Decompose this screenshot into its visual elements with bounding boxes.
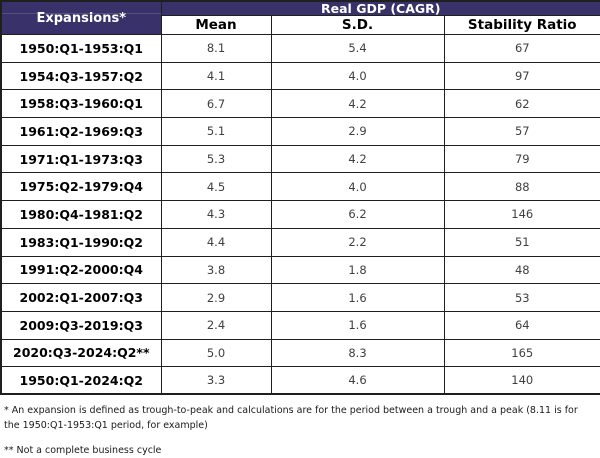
group-header-real-gdp-cagr: Real GDP (CAGR)	[160, 0, 600, 16]
sd-value: 4.2	[270, 144, 445, 174]
table-row: 1971:Q1-1973:Q3 5.3 4.2 79	[0, 144, 600, 174]
expansion-period: 1950:Q1-1953:Q1	[0, 34, 162, 63]
expansion-period: 1983:Q1-1990:Q2	[0, 227, 162, 257]
mean-value: 5.0	[160, 338, 272, 368]
sd-value: 2.9	[270, 117, 445, 146]
stability-ratio-value: 51	[443, 227, 600, 257]
expansion-period: 1961:Q2-1969:Q3	[0, 117, 162, 146]
table-row: 2020:Q3-2024:Q2** 5.0 8.3 165	[0, 338, 600, 368]
sd-value: 4.0	[270, 61, 445, 91]
mean-value: 4.1	[160, 61, 272, 91]
sd-value: 4.2	[270, 89, 445, 119]
column-header-mean: Mean	[160, 15, 272, 35]
mean-value: 2.9	[160, 283, 272, 312]
mean-value: 5.1	[160, 117, 272, 146]
stability-ratio-value: 146	[443, 200, 600, 229]
table-row: 1954:Q3-1957:Q2 4.1 4.0 97	[0, 61, 600, 91]
corner-header-expansions: Expansions*	[0, 0, 162, 35]
mean-value: 5.3	[160, 144, 272, 174]
expansion-period: 1975:Q2-1979:Q4	[0, 172, 162, 202]
stability-ratio-value: 140	[443, 366, 600, 395]
mean-value: 8.1	[160, 34, 272, 63]
sd-value: 6.2	[270, 200, 445, 229]
table-row: 1991:Q2-2000:Q4 3.8 1.8 48	[0, 255, 600, 285]
sd-value: 2.2	[270, 227, 445, 257]
footnote-expansion-definition: * An expansion is defined as trough-to-p…	[4, 405, 578, 431]
sd-value: 1.6	[270, 310, 445, 340]
expansion-period: 1958:Q3-1960:Q1	[0, 89, 162, 119]
sd-value: 1.6	[270, 283, 445, 312]
mean-value: 4.4	[160, 227, 272, 257]
stability-ratio-value: 79	[443, 144, 600, 174]
stability-ratio-value: 62	[443, 89, 600, 119]
stability-ratio-value: 67	[443, 34, 600, 63]
expansion-period: 1971:Q1-1973:Q3	[0, 144, 162, 174]
table-row: 1950:Q1-1953:Q1 8.1 5.4 67	[0, 34, 600, 63]
mean-value: 3.3	[160, 366, 272, 395]
footnotes: * An expansion is defined as trough-to-p…	[0, 395, 596, 458]
table-row: 2002:Q1-2007:Q3 2.9 1.6 53	[0, 283, 600, 312]
stability-ratio-value: 88	[443, 172, 600, 202]
column-header-sd: S.D.	[270, 15, 445, 35]
expansion-period: 2020:Q3-2024:Q2**	[0, 338, 162, 368]
table-row: 1980:Q4-1981:Q2 4.3 6.2 146	[0, 200, 600, 229]
table-header: Expansions* Real GDP (CAGR) Mean S.D. St…	[0, 0, 600, 35]
stability-ratio-value: 57	[443, 117, 600, 146]
table-row: 1950:Q1-2024:Q2 3.3 4.6 140	[0, 366, 600, 395]
table-row: 1983:Q1-1990:Q2 4.4 2.2 51	[0, 227, 600, 257]
mean-value: 6.7	[160, 89, 272, 119]
sd-value: 5.4	[270, 34, 445, 63]
expansion-period: 2002:Q1-2007:Q3	[0, 283, 162, 312]
column-header-stability-ratio: Stability Ratio	[443, 15, 600, 35]
stability-ratio-value: 97	[443, 61, 600, 91]
mean-value: 2.4	[160, 310, 272, 340]
column-header-row: Mean S.D. Stability Ratio	[1, 15, 600, 35]
expansion-period: 1980:Q4-1981:Q2	[0, 200, 162, 229]
table-row: 2009:Q3-2019:Q3 2.4 1.6 64	[0, 310, 600, 340]
sd-value: 1.8	[270, 255, 445, 285]
mean-value: 4.3	[160, 200, 272, 229]
expansions-gdp-table: Expansions* Real GDP (CAGR) Mean S.D. St…	[0, 0, 600, 396]
table-row: 1958:Q3-1960:Q1 6.7 4.2 62	[0, 89, 600, 119]
mean-value: 4.5	[160, 172, 272, 202]
table-body: 1950:Q1-1953:Q1 8.1 5.4 67 1954:Q3-1957:…	[0, 34, 600, 395]
footnote-incomplete-cycle: ** Not a complete business cycle	[4, 444, 162, 456]
expansion-period: 1950:Q1-2024:Q2	[0, 366, 162, 395]
stability-ratio-value: 165	[443, 338, 600, 368]
expansion-period: 2009:Q3-2019:Q3	[0, 310, 162, 340]
expansion-period: 1991:Q2-2000:Q4	[0, 255, 162, 285]
group-header-row: Expansions* Real GDP (CAGR)	[0, 0, 600, 35]
table-row: 1975:Q2-1979:Q4 4.5 4.0 88	[0, 172, 600, 202]
stability-ratio-value: 64	[443, 310, 600, 340]
stability-ratio-value: 48	[443, 255, 600, 285]
sd-value: 4.6	[270, 366, 445, 395]
expansion-period: 1954:Q3-1957:Q2	[0, 61, 162, 91]
sd-value: 4.0	[270, 172, 445, 202]
sd-value: 8.3	[270, 338, 445, 368]
table-row: 1961:Q2-1969:Q3 5.1 2.9 57	[0, 117, 600, 146]
mean-value: 3.8	[160, 255, 272, 285]
stability-ratio-value: 53	[443, 283, 600, 312]
